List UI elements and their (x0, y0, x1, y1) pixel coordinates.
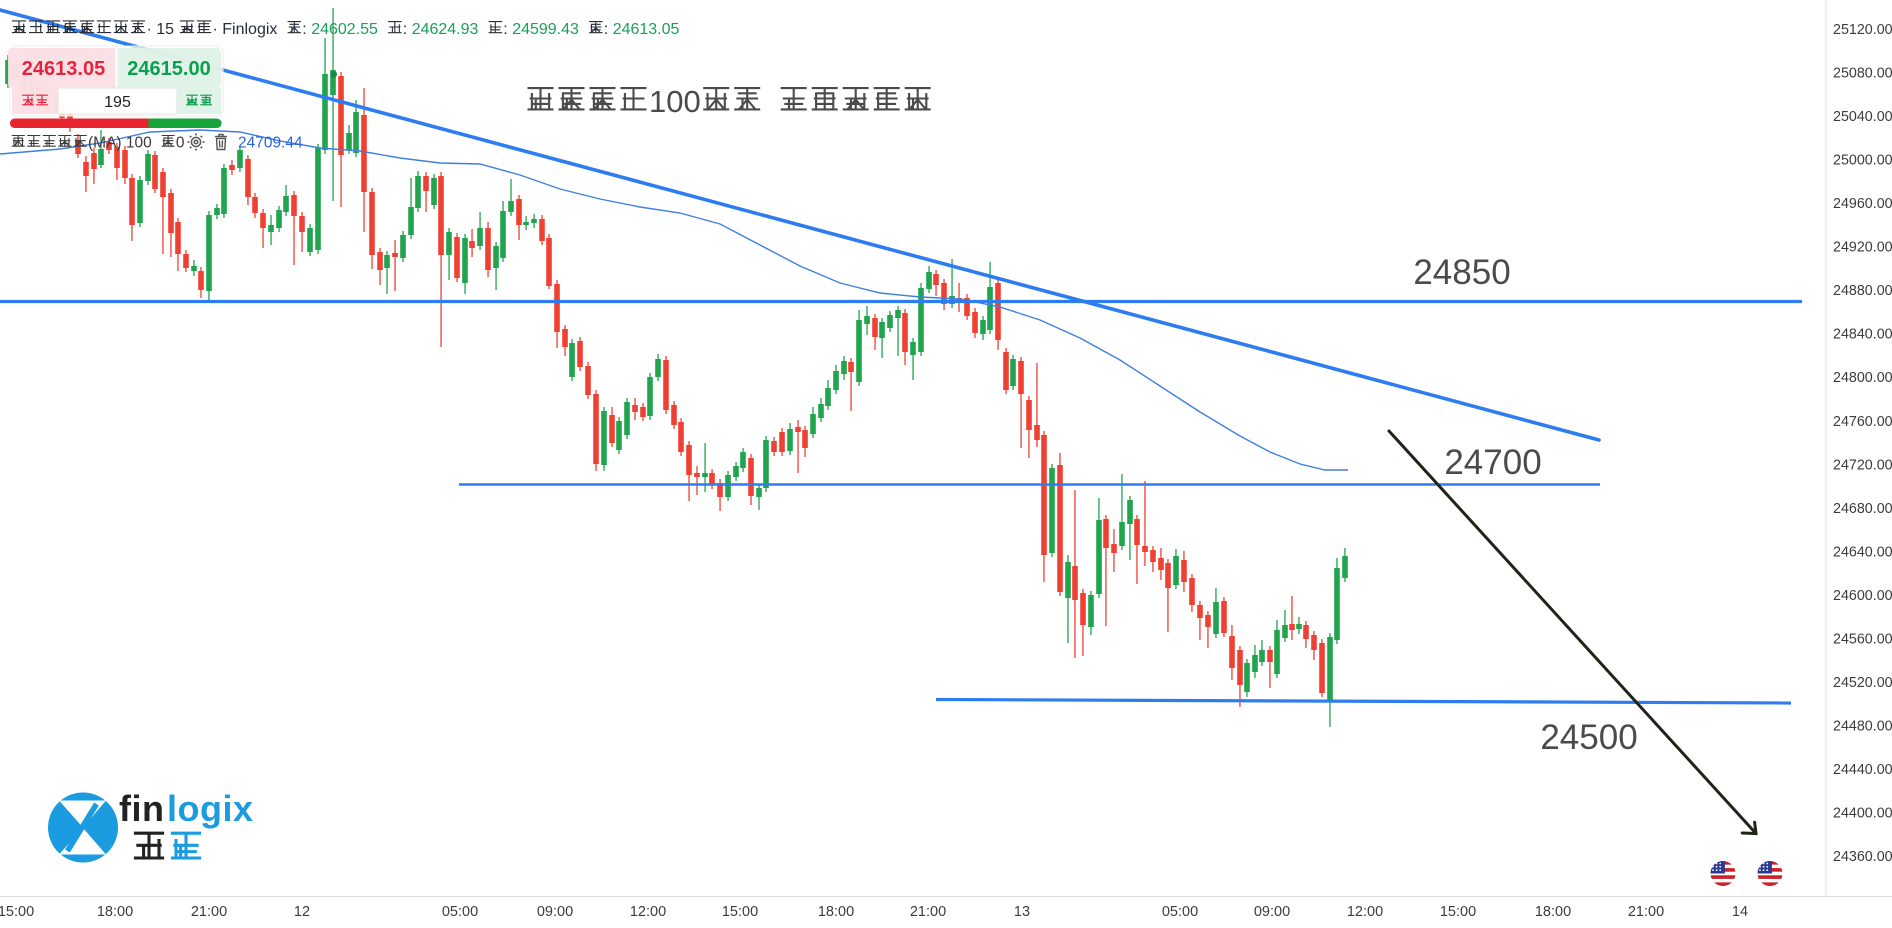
svg-text:24800.00: 24800.00 (1833, 370, 1892, 386)
svg-text:21:00: 21:00 (191, 904, 227, 920)
svg-text:100: 100 (649, 84, 701, 119)
svg-text:25120.00: 25120.00 (1833, 22, 1892, 38)
svg-text:195: 195 (104, 94, 131, 111)
svg-text:24920.00: 24920.00 (1833, 240, 1892, 256)
svg-text:24760.00: 24760.00 (1833, 414, 1892, 430)
svg-text:24602.55: 24602.55 (311, 21, 378, 38)
svg-text:24700: 24700 (1444, 443, 1541, 482)
svg-text:25080.00: 25080.00 (1833, 66, 1892, 82)
svg-text:15:00: 15:00 (1440, 904, 1476, 920)
svg-text:24500: 24500 (1540, 718, 1637, 757)
svg-text:13: 13 (1014, 904, 1030, 920)
svg-text:24640.00: 24640.00 (1833, 544, 1892, 560)
svg-text:18:00: 18:00 (1535, 904, 1571, 920)
svg-text::: : (503, 21, 507, 38)
svg-text:100: 100 (126, 135, 152, 152)
svg-text:0: 0 (176, 135, 185, 152)
svg-text:24880.00: 24880.00 (1833, 283, 1892, 299)
svg-text:21:00: 21:00 (910, 904, 946, 920)
svg-text:15:00: 15:00 (722, 904, 758, 920)
svg-text:24840.00: 24840.00 (1833, 327, 1892, 343)
svg-text:(MA): (MA) (88, 135, 122, 152)
svg-text:24624.93: 24624.93 (412, 21, 479, 38)
svg-text::: : (604, 21, 608, 38)
svg-text:05:00: 05:00 (442, 904, 478, 920)
svg-text:· 15: · 15 (147, 21, 175, 38)
svg-text:24599.43: 24599.43 (512, 21, 579, 38)
svg-text:24615.00: 24615.00 (127, 58, 210, 80)
svg-text:21:00: 21:00 (1628, 904, 1664, 920)
svg-text:12:00: 12:00 (630, 904, 666, 920)
svg-text:25040.00: 25040.00 (1833, 109, 1892, 125)
svg-text:24360.00: 24360.00 (1833, 849, 1892, 865)
svg-text:24400.00: 24400.00 (1833, 806, 1892, 822)
svg-text:24440.00: 24440.00 (1833, 762, 1892, 778)
svg-text:15:00: 15:00 (0, 904, 34, 920)
svg-text:18:00: 18:00 (818, 904, 854, 920)
svg-text:24520.00: 24520.00 (1833, 675, 1892, 691)
svg-text:25000.00: 25000.00 (1833, 153, 1892, 169)
svg-text:09:00: 09:00 (1254, 904, 1290, 920)
svg-text:18:00: 18:00 (97, 904, 133, 920)
svg-text:24613.05: 24613.05 (22, 58, 105, 80)
svg-text:24850: 24850 (1413, 253, 1510, 292)
svg-text:24960.00: 24960.00 (1833, 196, 1892, 212)
svg-text:24560.00: 24560.00 (1833, 631, 1892, 647)
svg-text:24600.00: 24600.00 (1833, 588, 1892, 604)
svg-text:24613.05: 24613.05 (613, 21, 680, 38)
svg-text:logix: logix (167, 788, 254, 829)
svg-text:· Finlogix: · Finlogix (213, 21, 278, 38)
svg-text:24709.44: 24709.44 (238, 135, 303, 152)
svg-text:14: 14 (1732, 904, 1748, 920)
svg-text:12:00: 12:00 (1347, 904, 1383, 920)
svg-text::: : (302, 21, 306, 38)
svg-text:12: 12 (294, 904, 310, 920)
svg-text:24680.00: 24680.00 (1833, 501, 1892, 517)
svg-text::: : (403, 21, 407, 38)
svg-text:05:00: 05:00 (1162, 904, 1198, 920)
svg-text:09:00: 09:00 (537, 904, 573, 920)
svg-text:24720.00: 24720.00 (1833, 457, 1892, 473)
svg-text:24480.00: 24480.00 (1833, 719, 1892, 735)
svg-text:fin: fin (119, 788, 164, 829)
